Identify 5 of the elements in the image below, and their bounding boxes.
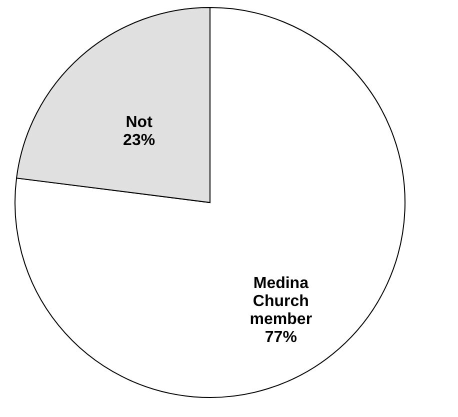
data-label: 77%	[264, 328, 297, 346]
slice-label: Not	[126, 114, 154, 132]
data-label: 23%	[123, 132, 156, 150]
slice-label: Medina Church member	[250, 274, 312, 328]
pie-slice	[14, 7, 406, 398]
